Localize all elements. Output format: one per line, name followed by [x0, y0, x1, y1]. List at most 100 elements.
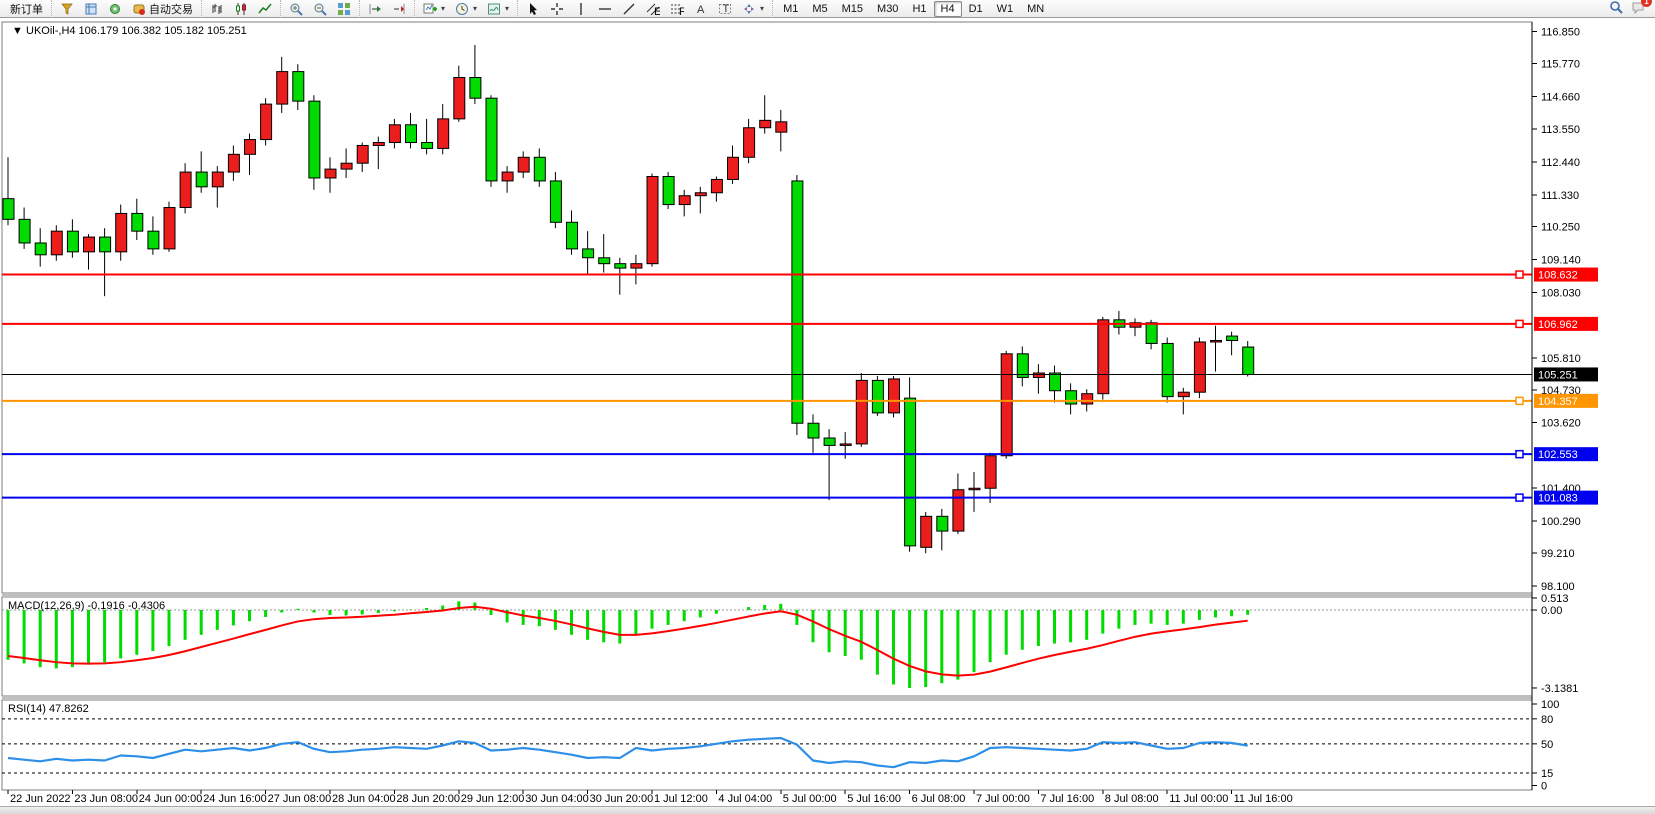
timeframe-h1[interactable]: H1: [912, 2, 927, 15]
bear-candle: [1226, 335, 1239, 341]
dropdown-caret-icon[interactable]: ▾: [505, 4, 510, 13]
support-line-2-badge-label: 101.083: [1538, 493, 1578, 505]
svg-text:T: T: [723, 3, 730, 15]
timeframe-m5[interactable]: M5: [812, 2, 828, 15]
main-price-panel: [1, 21, 1533, 594]
candlestick-chart-button[interactable]: [229, 1, 253, 17]
bull-candle: [968, 487, 981, 491]
navigator-icon: [108, 2, 122, 16]
arrows-tool-icon: [742, 2, 756, 16]
pivot-line-badge-label: 104.357: [1538, 396, 1578, 408]
timeframe-m30[interactable]: M30: [877, 2, 899, 15]
add-indicator-button[interactable]: ▾: [418, 1, 450, 17]
bull-candle: [1129, 322, 1142, 328]
price-axis-label: 109.140: [1541, 255, 1581, 267]
dropdown-caret-icon[interactable]: ▾: [760, 4, 765, 13]
timeframe-mn[interactable]: MN: [1027, 2, 1045, 15]
support-line-1-price-badge: [1534, 447, 1598, 462]
price-axis-label: 110.250: [1541, 222, 1580, 234]
timeframe-m15[interactable]: M15: [841, 2, 864, 15]
rsi-axis-label: 100: [1541, 699, 1559, 711]
bear-candle: [2, 198, 15, 220]
timeframe-h4[interactable]: H4: [933, 0, 962, 17]
time-axis-label: 7 Jul 16:00: [1040, 793, 1094, 805]
vertical-line-button[interactable]: [569, 1, 593, 17]
bull-candle: [759, 119, 772, 129]
bear-candle: [807, 422, 820, 439]
price-axis-label: 103.620: [1541, 418, 1581, 430]
status-bar: [0, 806, 1655, 814]
bull-candle: [1081, 393, 1094, 405]
price-axis-label: 100.290: [1541, 516, 1581, 528]
fibonacci-button[interactable]: F: [665, 1, 689, 17]
new-order-button[interactable]: 新订单: [5, 1, 48, 17]
zoom-in-button[interactable]: [284, 1, 308, 17]
periods-button[interactable]: ▾: [450, 1, 482, 17]
time-axis-label: 30 Jun 04:00: [525, 793, 589, 805]
bull-candle: [1032, 372, 1045, 378]
toolbar-group: E F A T ▾: [517, 0, 772, 18]
text-label-button[interactable]: T: [713, 1, 737, 17]
trendline-button[interactable]: [617, 1, 641, 17]
time-axis-label: 29 Jun 12:00: [461, 793, 525, 805]
price-axis-label: 116.850: [1541, 27, 1580, 39]
template-icon: [487, 2, 501, 16]
tile-windows-button[interactable]: [332, 1, 356, 17]
text-button[interactable]: A: [689, 1, 713, 17]
support-line-2-handle[interactable]: [1515, 493, 1524, 502]
bull-candle: [244, 139, 256, 155]
data-window-button[interactable]: [79, 1, 103, 17]
channel-button[interactable]: E: [641, 1, 665, 17]
horizontal-line-button[interactable]: [593, 1, 617, 17]
chart-shift-button[interactable]: [387, 1, 411, 17]
bull-candle: [646, 175, 659, 265]
time-axis-label: 5 Jul 00:00: [783, 793, 837, 805]
cursor-button[interactable]: [521, 1, 545, 17]
dropdown-caret-icon[interactable]: ▾: [473, 4, 478, 13]
bull-candle: [1000, 353, 1013, 457]
bull-candle: [83, 236, 95, 253]
resistance-line-2-handle[interactable]: [1515, 319, 1524, 329]
crosshair-button[interactable]: [545, 1, 569, 17]
bear-candle: [533, 156, 546, 182]
resistance-line-1-handle[interactable]: [1515, 270, 1524, 279]
auto-trading-button-label: 自动交易: [149, 3, 193, 16]
toolbar-group: ▾ ▾ ▾: [414, 0, 517, 18]
timeframe-d1[interactable]: D1: [968, 2, 983, 15]
dropdown-caret-icon[interactable]: ▾: [441, 4, 446, 13]
zoom-out-button[interactable]: [308, 1, 332, 17]
cursor-icon: [526, 2, 540, 16]
bull-candle: [340, 162, 353, 170]
bull-candle: [517, 156, 530, 173]
bull-candle: [1210, 339, 1222, 343]
bull-candle: [211, 171, 224, 188]
time-axis-label: 6 Jul 08:00: [912, 793, 966, 805]
auto-trading-button[interactable]: 自动交易: [127, 1, 198, 17]
bear-candle: [66, 230, 79, 253]
support-line-1-handle[interactable]: [1515, 449, 1524, 459]
market-watch-button[interactable]: [55, 1, 79, 17]
auto-scroll-button[interactable]: [363, 1, 387, 17]
price-axis-label: 113.550: [1541, 124, 1580, 136]
macd-label: MACD(12,26,9) -0.1916 -0.4306: [8, 600, 165, 612]
time-axis-label: 11 Jul 00:00: [1169, 793, 1228, 805]
chat-icon[interactable]: 1: [1631, 0, 1652, 17]
timeframe-m1[interactable]: M1: [783, 2, 799, 15]
bear-candle: [195, 171, 208, 188]
svg-text:F: F: [679, 6, 684, 16]
line-chart-button[interactable]: [253, 1, 277, 17]
pivot-line-handle[interactable]: [1515, 396, 1524, 406]
search-icon[interactable]: [1609, 0, 1623, 17]
auto-scroll-icon: [368, 2, 382, 16]
tile-windows-icon: [337, 2, 351, 16]
time-axis-label: 11 Jul 16:00: [1234, 793, 1293, 805]
template-button[interactable]: ▾: [482, 1, 514, 17]
zoom-out-icon: [313, 2, 327, 16]
time-axis-label: 28 Jun 04:00: [332, 793, 396, 805]
timeframe-w1[interactable]: W1: [996, 2, 1014, 15]
navigator-button[interactable]: [103, 1, 127, 17]
bar-chart-button[interactable]: [205, 1, 229, 17]
macd-signal-line: [7, 605, 1248, 677]
arrows-button[interactable]: ▾: [737, 1, 769, 17]
macd-axis-label: -3.1381: [1541, 683, 1578, 695]
